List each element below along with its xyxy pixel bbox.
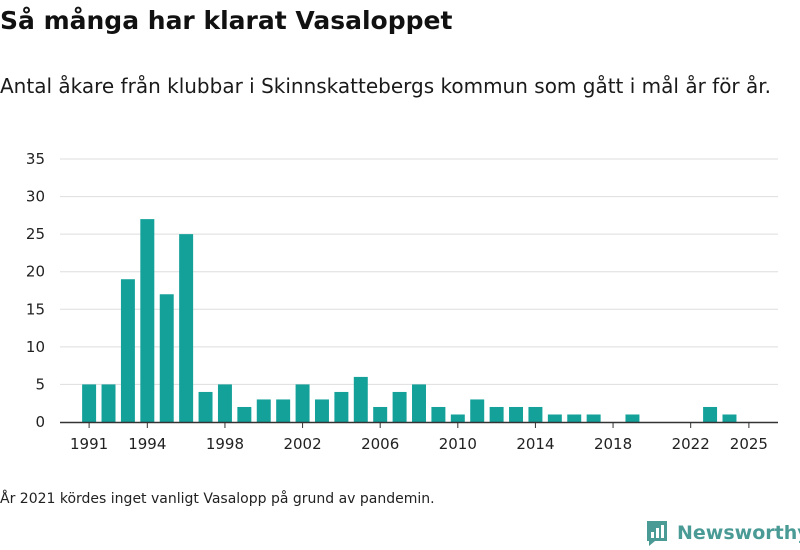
- bar: [470, 399, 485, 422]
- bar: [295, 384, 310, 422]
- bar: [431, 406, 446, 422]
- bar: [353, 376, 368, 422]
- x-tick-label: 2010: [439, 435, 477, 453]
- chart-title: Så många har klarat Vasaloppet: [0, 6, 453, 35]
- bar: [567, 414, 582, 422]
- y-tick-label: 30: [26, 188, 45, 206]
- x-axis: 1991 1994 1998 2002 2006 2010 2014 2018 2022 2025: [60, 421, 778, 453]
- x-tick-label: 2022: [672, 435, 710, 453]
- bar: [217, 384, 232, 422]
- y-tick-label: 10: [26, 338, 45, 356]
- bar: [392, 391, 407, 422]
- x-tick-label: 1998: [206, 435, 244, 453]
- y-tick-label: 0: [35, 413, 45, 431]
- bar: [450, 414, 465, 422]
- y-tick-label: 5: [35, 375, 45, 393]
- newsworthy-logo-icon: [647, 521, 667, 546]
- bar: [625, 414, 640, 422]
- brand-logo: Newsworthy: [645, 519, 800, 547]
- footnote: År 2021 kördes inget vanligt Vasalopp på…: [0, 491, 435, 507]
- y-tick-label: 35: [26, 150, 45, 168]
- x-tick-label: 1991: [70, 435, 108, 453]
- bar: [120, 279, 135, 422]
- bar: [412, 384, 426, 422]
- x-tick-label: 1994: [128, 435, 166, 453]
- bar: [373, 406, 388, 422]
- bar: [547, 414, 562, 422]
- bar: [82, 384, 97, 422]
- y-tick-label: 25: [26, 225, 45, 243]
- x-tick-label: 2018: [594, 435, 632, 453]
- bar: [140, 219, 155, 422]
- x-tick-label: 2025: [730, 435, 768, 453]
- y-tick-label: 20: [26, 263, 45, 281]
- bar: [256, 399, 271, 422]
- x-tick-label: 2002: [283, 435, 321, 453]
- bar: [334, 391, 349, 422]
- bar: [276, 399, 291, 422]
- x-tick-label: 2006: [361, 435, 399, 453]
- x-tick-label: 2014: [516, 435, 554, 453]
- y-tick-label: 15: [26, 300, 45, 318]
- bar: [179, 234, 194, 422]
- bar: [198, 391, 213, 422]
- bar: [314, 399, 329, 422]
- bar: [101, 384, 116, 422]
- bar: [703, 406, 718, 422]
- bar: [237, 406, 252, 422]
- brand-name: Newsworthy: [677, 522, 800, 544]
- bars: [82, 219, 737, 422]
- y-axis-tick-labels: 0 5 10 15 20 25 30 35: [26, 150, 45, 431]
- bar: [528, 406, 543, 422]
- bar: [159, 294, 174, 422]
- bar: [489, 406, 504, 422]
- bar: [722, 414, 737, 422]
- bar: [509, 406, 524, 422]
- chart-subtitle: Antal åkare från klubbar i Skinnskattebe…: [0, 74, 772, 98]
- bar: [586, 414, 601, 422]
